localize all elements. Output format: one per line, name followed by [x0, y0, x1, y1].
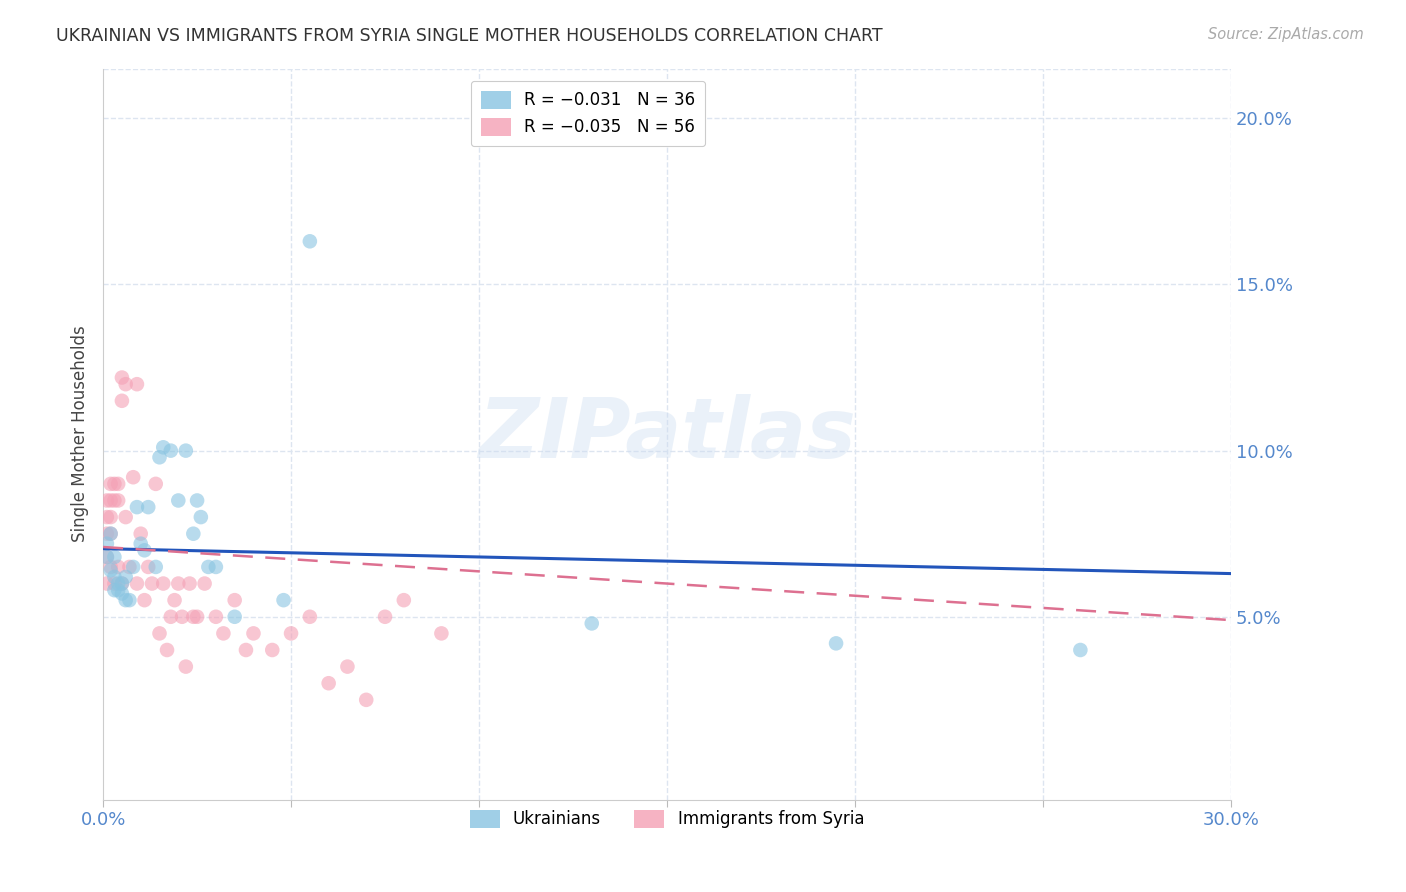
Point [111, 586, 134, 600]
Point [194, 576, 217, 591]
Point [298, 609, 321, 624]
Point [298, 235, 321, 249]
Point [148, 450, 170, 465]
Point [336, 659, 359, 673]
Point [96, 510, 118, 524]
Point [262, 643, 284, 657]
Point [118, 593, 141, 607]
Point [581, 616, 603, 631]
Point [235, 643, 257, 657]
Point [96, 493, 118, 508]
Point [354, 693, 377, 707]
Point [103, 476, 125, 491]
Point [111, 576, 134, 591]
Point [111, 370, 134, 384]
Point [103, 549, 125, 564]
Text: UKRAINIAN VS IMMIGRANTS FROM SYRIA SINGLE MOTHER HOUSEHOLDS CORRELATION CHART: UKRAINIAN VS IMMIGRANTS FROM SYRIA SINGL… [56, 27, 883, 45]
Point [156, 643, 179, 657]
Point [134, 593, 156, 607]
Point [134, 543, 156, 558]
Point [136, 560, 159, 574]
Point [167, 493, 190, 508]
Point [107, 583, 129, 598]
Point [167, 576, 190, 591]
Point [152, 576, 174, 591]
Point [242, 626, 264, 640]
Point [100, 563, 122, 577]
Point [392, 593, 415, 607]
Point [224, 609, 246, 624]
Point [141, 576, 163, 591]
Point [107, 476, 129, 491]
Point [96, 536, 118, 550]
Point [183, 526, 205, 541]
Point [145, 476, 167, 491]
Point [159, 609, 181, 624]
Point [212, 626, 235, 640]
Point [111, 393, 134, 408]
Point [103, 570, 125, 584]
Point [145, 560, 167, 574]
Y-axis label: Single Mother Households: Single Mother Households [72, 326, 89, 542]
Legend: Ukrainians, Immigrants from Syria: Ukrainians, Immigrants from Syria [463, 803, 870, 835]
Point [100, 510, 122, 524]
Point [100, 526, 122, 541]
Point [148, 626, 170, 640]
Point [100, 526, 122, 541]
Point [430, 626, 453, 640]
Point [205, 560, 228, 574]
Point [273, 593, 295, 607]
Point [190, 510, 212, 524]
Point [183, 609, 205, 624]
Point [205, 609, 228, 624]
Point [159, 443, 181, 458]
Point [152, 440, 174, 454]
Point [1069, 643, 1091, 657]
Point [103, 493, 125, 508]
Text: ZIPatlas: ZIPatlas [478, 393, 856, 475]
Point [186, 493, 208, 508]
Point [118, 560, 141, 574]
Point [114, 570, 136, 584]
Point [96, 576, 118, 591]
Point [129, 526, 152, 541]
Point [374, 609, 396, 624]
Point [122, 470, 145, 484]
Point [107, 576, 129, 591]
Text: Source: ZipAtlas.com: Source: ZipAtlas.com [1208, 27, 1364, 42]
Point [280, 626, 302, 640]
Point [125, 377, 148, 392]
Point [125, 500, 148, 515]
Point [129, 536, 152, 550]
Point [114, 593, 136, 607]
Point [103, 583, 125, 598]
Point [197, 560, 219, 574]
Point [224, 593, 246, 607]
Point [100, 476, 122, 491]
Point [179, 576, 201, 591]
Point [125, 576, 148, 591]
Point [96, 549, 118, 564]
Point [136, 500, 159, 515]
Point [103, 576, 125, 591]
Point [96, 549, 118, 564]
Point [100, 493, 122, 508]
Point [163, 593, 186, 607]
Point [107, 493, 129, 508]
Point [170, 609, 193, 624]
Point [174, 659, 197, 673]
Point [114, 377, 136, 392]
Point [186, 609, 208, 624]
Point [100, 560, 122, 574]
Point [825, 636, 848, 650]
Point [96, 526, 118, 541]
Point [174, 443, 197, 458]
Point [107, 560, 129, 574]
Point [318, 676, 340, 690]
Point [111, 576, 134, 591]
Point [114, 510, 136, 524]
Point [122, 560, 145, 574]
